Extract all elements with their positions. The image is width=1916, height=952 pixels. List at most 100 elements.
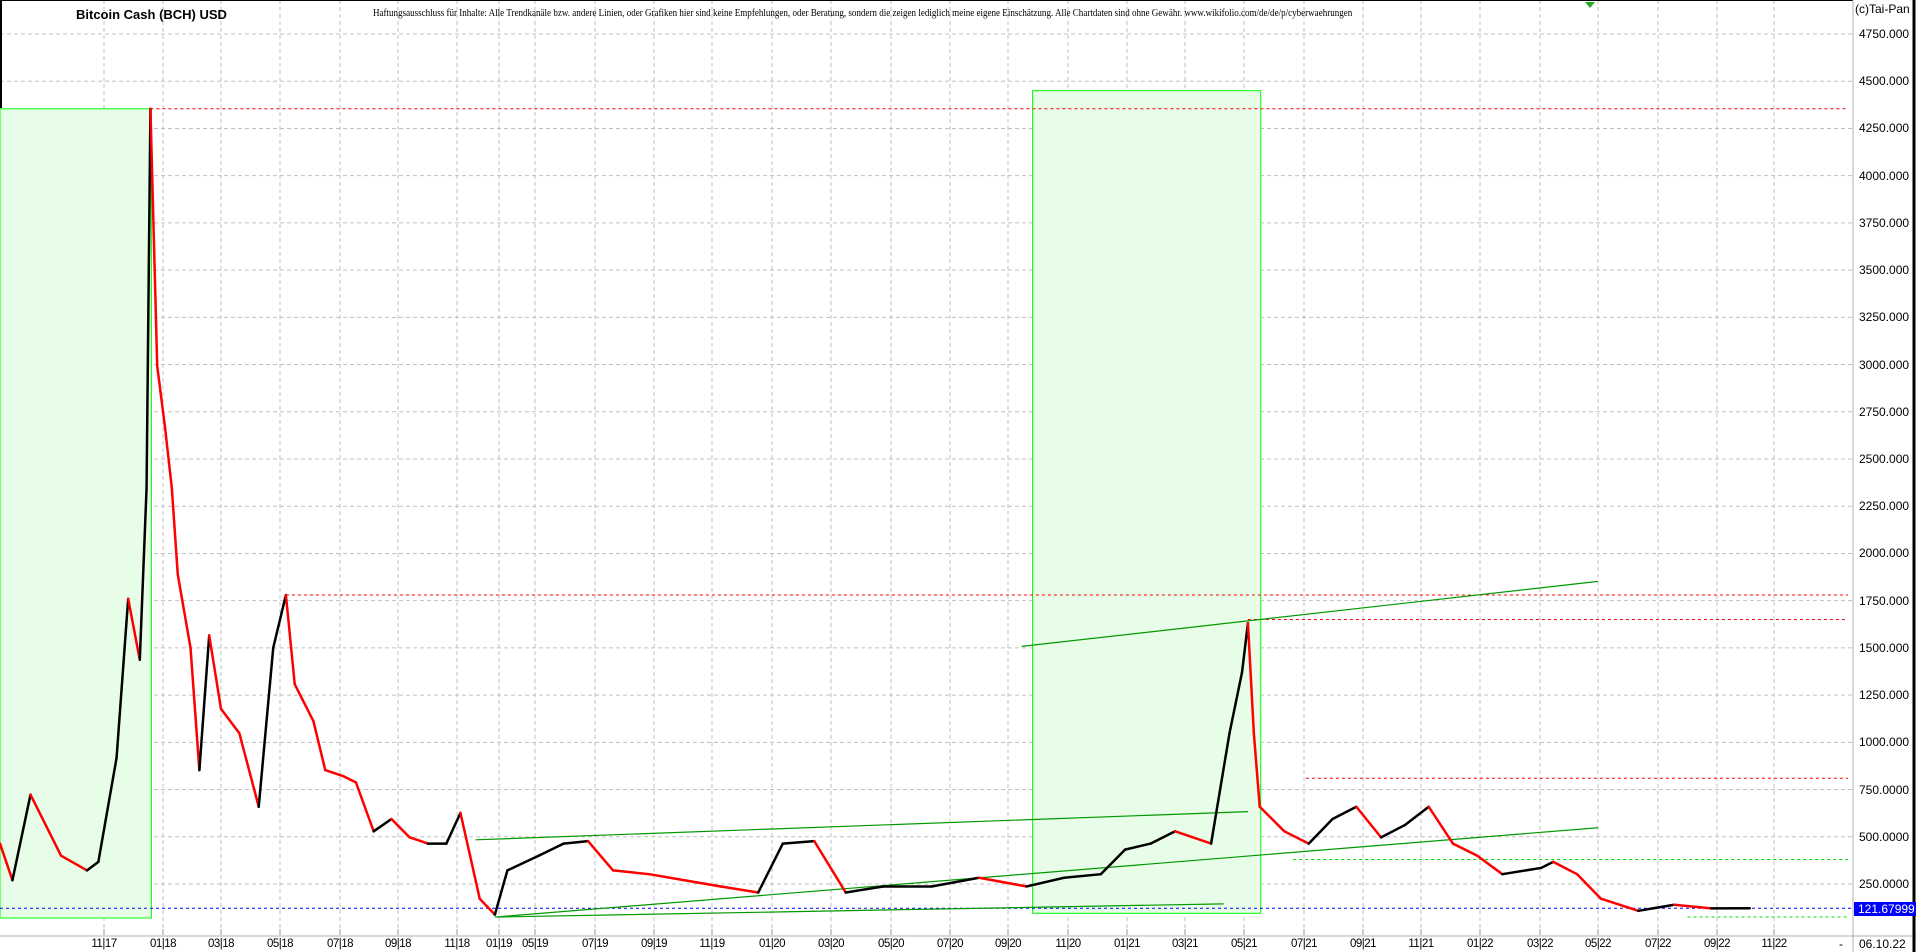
price-segment [29,793,63,857]
price-segment [1355,805,1383,839]
price-segment [478,897,497,916]
price-segment [493,869,509,916]
price-segment [271,593,288,650]
price-segment [1379,823,1407,839]
price-segment [323,768,345,778]
price-segment [1025,876,1066,888]
price-segment [155,364,167,429]
price-segment [85,860,100,872]
x-tick-label: 03|18 [207,938,235,950]
y-tick-label: 2000.000 [1859,546,1910,561]
x-tick-label: 09|22 [1703,938,1731,950]
price-segment [506,854,541,872]
x-tick-label: 09|18 [384,938,412,950]
price-segment [1451,842,1479,857]
last-price-tag: 121.67999 [1854,902,1916,916]
price-segment [459,811,472,857]
x-tick-label: 03|20 [817,938,845,950]
price-series [0,107,1751,916]
price-segment [1552,860,1579,876]
price-segment [562,839,590,845]
x-tick-label: 11|19 [699,938,725,950]
price-segment [1149,830,1177,845]
y-tick-label: 750.0000 [1859,782,1910,797]
trend-line [1021,580,1599,647]
price-segment [115,597,130,760]
price-segment [145,107,152,490]
price-segment [1575,872,1603,900]
x-tick-label: 01|22 [1466,938,1494,950]
price-segment [813,839,848,894]
x-tick-label: 11|21 [1408,938,1434,950]
y-tick-label: 3250.000 [1859,310,1910,325]
price-segment [537,842,565,857]
price-segment [1228,670,1244,735]
current-date: 06.10.22 [1859,937,1906,951]
y-tick-label: 1750.000 [1859,593,1910,608]
price-segment [445,811,462,845]
x-tick-label: 01|21 [1113,938,1141,950]
price-segment [257,646,275,808]
price-segment [1099,848,1127,876]
price-segment [354,781,375,833]
price-segment [1475,854,1504,876]
price-segment [238,732,260,808]
price-segment [284,593,297,686]
price-segment [390,817,411,839]
x-tick-label: 11|22 [1761,938,1787,950]
price-segment [170,487,179,576]
price-segment [1599,897,1640,913]
price-segment [342,775,358,784]
price-segment [1240,621,1250,674]
y-tick-label: 500.0000 [1859,829,1910,844]
price-segment [1283,830,1311,845]
price-segment [844,885,885,894]
chart-title: Bitcoin Cash (BCH) USD [76,7,227,22]
x-tick-label: 09|20 [994,938,1022,950]
price-segment [1123,842,1152,851]
marker-triangle-icon [1585,2,1595,8]
price-segment [586,839,615,872]
trend-line [494,827,1599,918]
price-segment [97,756,118,864]
y-tick-label: 1000.000 [1859,735,1910,750]
y-tick-label: 1500.000 [1859,640,1910,655]
price-segment [11,793,32,882]
y-tick-label: 4250.000 [1859,121,1910,136]
trend-line [494,903,1224,918]
y-tick-label: 4000.000 [1859,168,1910,183]
x-tick-label: 01|19 [485,938,513,950]
x-tick-label: 01|20 [758,938,786,950]
price-segment [372,817,393,833]
x-tick-label: 05|21 [1230,938,1258,950]
price-segment [1403,805,1430,827]
x-tick-label: 07|22 [1644,938,1672,950]
x-tick-label: 05|22 [1584,938,1612,950]
copyright-label: (c)Tai-Pan [1855,2,1910,16]
price-segment [1258,805,1286,833]
x-tick-label: 05|18 [266,938,294,950]
price-segment [163,425,174,490]
price-segment [647,872,686,882]
price-segment [207,634,223,711]
x-tick-label: 01|18 [149,938,177,950]
y-tick-label: 4500.000 [1859,74,1910,89]
y-tick-label: 2500.000 [1859,452,1910,466]
trend-line [475,811,1248,841]
x-tick-label: 03|21 [1171,938,1199,950]
price-segment [683,878,723,888]
price-segment [1637,903,1676,913]
price-segment [1307,817,1334,845]
price-segment [756,842,785,894]
price-segment [312,719,327,772]
price-segment [781,839,816,845]
price-segment [198,634,211,772]
trend-lines [475,580,1599,918]
x-tick-label: 05|20 [877,938,905,950]
price-segment [1501,866,1543,876]
price-segment [1062,872,1103,880]
horizontal-levels [0,108,1853,918]
y-tick-label: 3750.000 [1859,215,1910,230]
